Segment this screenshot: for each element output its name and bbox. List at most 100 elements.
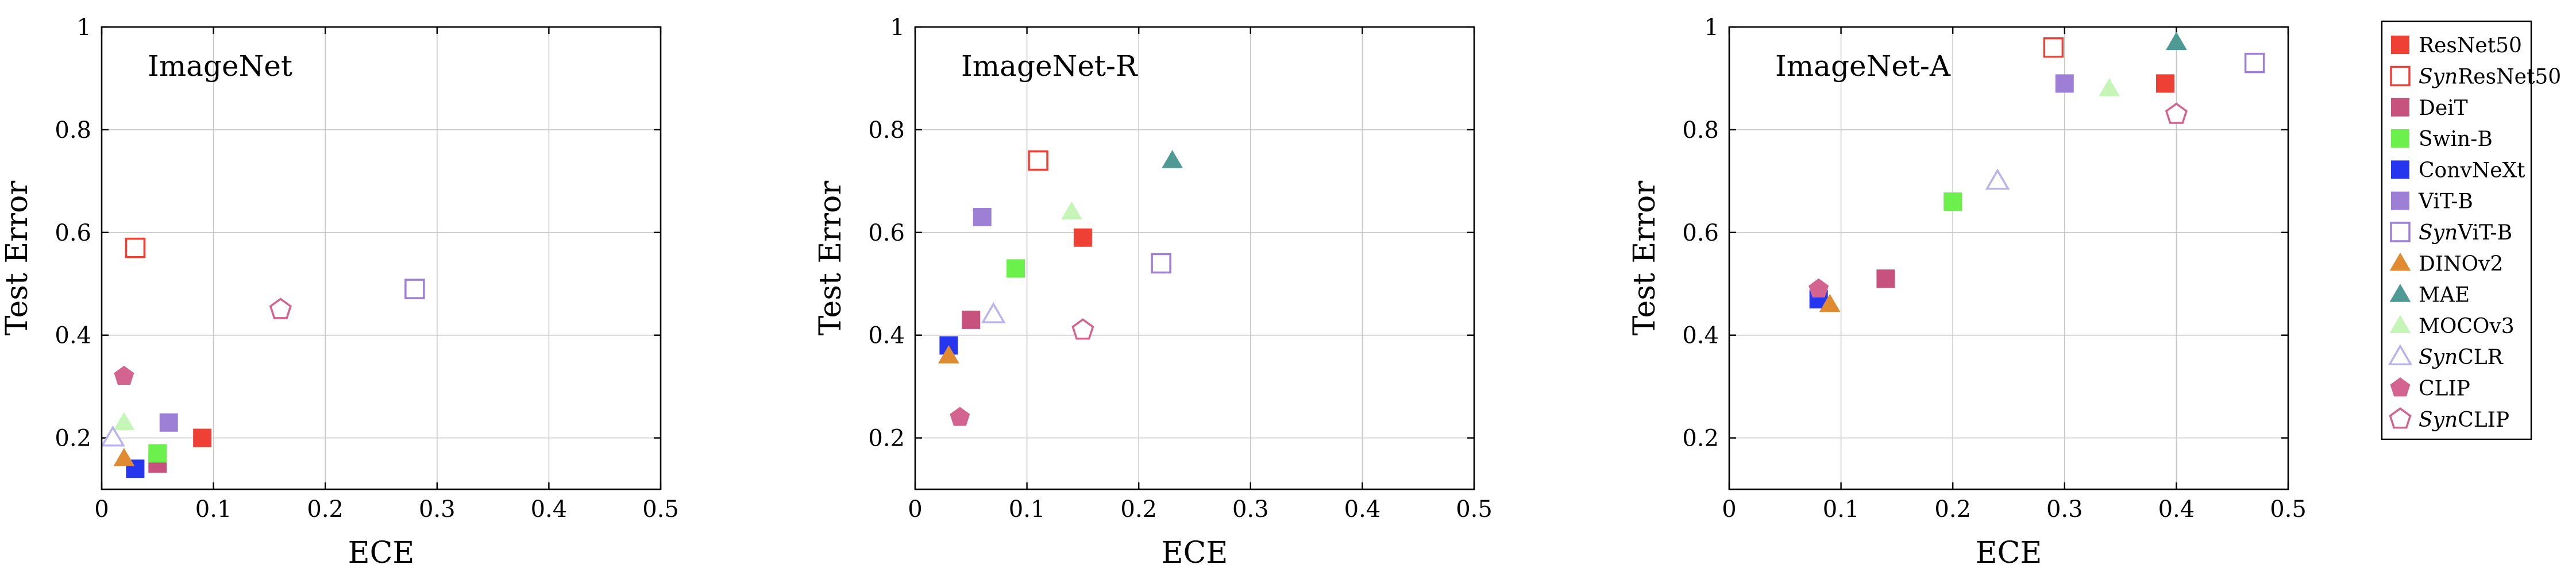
- x-tick-label: 0.1: [1009, 496, 1046, 523]
- data-point-resnet50: [193, 428, 212, 447]
- x-tick-label: 0.3: [2046, 496, 2083, 523]
- data-point-synresnet50: [125, 237, 146, 258]
- plot-frame: [1728, 26, 2289, 490]
- data-point-mocov3: [113, 412, 135, 430]
- legend-label-prefix: Syn: [2419, 346, 2458, 369]
- legend-marker: [2389, 407, 2412, 429]
- legend-marker: [2391, 36, 2409, 55]
- x-tick-label: 0.2: [1120, 496, 1157, 523]
- y-axis-label: Test Error: [813, 181, 848, 336]
- legend-item-synvit-b: SynViT-B: [2390, 221, 2512, 245]
- legend-label: ResNet50: [2419, 34, 2522, 57]
- y-tick-label: 0.6: [868, 220, 905, 246]
- x-tick-label: 0.3: [419, 496, 456, 523]
- legend-item-deit: DeiT: [2391, 96, 2468, 120]
- legend-marker: [2391, 129, 2409, 148]
- legend-label: DINOv2: [2419, 252, 2503, 276]
- data-point-synclip: [269, 297, 292, 319]
- panel-title: ImageNet-A: [1775, 49, 1951, 83]
- y-tick-label: 0.2: [1682, 426, 1719, 452]
- y-tick-label: 1: [890, 14, 905, 41]
- legend-item-synclip: SynCLIP: [2389, 407, 2509, 432]
- legend-item-mae: MAE: [2389, 284, 2470, 307]
- panel-title: ImageNet-R: [961, 49, 1138, 83]
- x-axis-label: ECE: [1162, 536, 1228, 570]
- data-point-synclr: [981, 302, 1006, 323]
- legend-label: SynResNet50: [2419, 65, 2561, 88]
- chart-panel-1: 0 0.1 0.2 0.3 0.4 0.5 0.2 0.4 0.6 0.8 1 ImageNet ECE…: [0, 14, 679, 570]
- x-tick-label: 0.3: [1232, 496, 1269, 523]
- data-point-deit: [1876, 269, 1895, 288]
- chart-panel-2: 0 0.1 0.2 0.3 0.4 0.5 0.2 0.4 0.6 0.8 1 ImageNet-R E…: [813, 14, 1493, 570]
- legend-label-text: ResNet50: [2419, 34, 2522, 57]
- x-tick-label: 0.5: [1456, 496, 1493, 523]
- data-point-clip: [950, 407, 970, 426]
- legend-marker: [2390, 222, 2411, 242]
- data-point-deit: [962, 310, 981, 329]
- data-point-synresnet50: [1028, 150, 1048, 171]
- legend-label-prefix: Syn: [2419, 221, 2458, 245]
- plot-frame: [914, 26, 1475, 490]
- legend-label: ConvNeXt: [2419, 159, 2525, 182]
- data-point-dinov2: [938, 345, 959, 364]
- data-point-swin-b: [148, 444, 167, 463]
- x-tick-label: 0: [1722, 496, 1736, 523]
- legend-label: SynCLIP: [2419, 408, 2509, 432]
- legend-item-vit-b: ViT-B: [2391, 190, 2473, 214]
- data-point-mae: [2166, 32, 2187, 51]
- x-tick-label: 0.5: [2270, 496, 2307, 523]
- legend-marker: [2389, 252, 2411, 271]
- legend-label: MOCOv3: [2419, 315, 2515, 338]
- y-tick-label: 0.8: [55, 117, 91, 144]
- data-point-synvit-b: [404, 279, 425, 299]
- legend-label: ViT-B: [2418, 190, 2473, 214]
- legend-item-convnext: ConvNeXt: [2391, 159, 2525, 182]
- y-tick-label: 1: [77, 14, 91, 41]
- legend-marker: [2391, 160, 2409, 179]
- x-axis-label: ECE: [1976, 536, 2042, 570]
- y-tick-label: 0.6: [55, 220, 91, 246]
- legend-item-synresnet50: SynResNet50: [2390, 65, 2561, 88]
- x-tick-label: 0: [908, 496, 922, 523]
- legend-marker: [2388, 344, 2413, 366]
- x-tick-label: 0.4: [2158, 496, 2195, 523]
- y-tick-label: 0.4: [1682, 323, 1719, 349]
- legend-marker: [2391, 98, 2409, 117]
- x-tick-label: 0: [94, 496, 109, 523]
- data-point-vit-b: [159, 413, 178, 432]
- legend-label: Swin-B: [2419, 127, 2493, 151]
- legend-label: DeiT: [2419, 96, 2468, 120]
- data-point-resnet50: [1073, 228, 1092, 247]
- legend-label-text: MOCOv3: [2419, 315, 2515, 338]
- data-point-mocov3: [2099, 78, 2120, 96]
- legend-label: MAE: [2419, 284, 2470, 307]
- y-tick-label: 0.6: [1682, 220, 1719, 246]
- legend-item-mocov3: MOCOv3: [2389, 315, 2515, 338]
- data-point-synresnet50: [2043, 37, 2064, 58]
- legend-label-text: CLIP: [2419, 377, 2470, 400]
- data-point-synclr: [101, 425, 125, 447]
- legend-label-text: Swin-B: [2419, 127, 2493, 151]
- data-point-synvit-b: [1151, 253, 1171, 274]
- y-tick-label: 0.2: [868, 426, 905, 452]
- chart-panels: 0 0.1 0.2 0.3 0.4 0.5 0.2 0.4 0.6 0.8 1 ImageNet ECE…: [0, 14, 2307, 570]
- y-tick-label: 1: [1705, 14, 1719, 41]
- legend-label-prefix: Syn: [2419, 408, 2458, 432]
- legend-marker: [2390, 377, 2411, 397]
- legend-item-dinov2: DINOv2: [2389, 252, 2503, 276]
- chart-panel-3: 0 0.1 0.2 0.3 0.4 0.5 0.2 0.4 0.6 0.8 1 ImageNet-A E…: [1628, 14, 2307, 570]
- x-tick-label: 0.4: [531, 496, 568, 523]
- legend-label-text: DeiT: [2419, 96, 2468, 120]
- panel-title: ImageNet: [148, 49, 292, 83]
- legend-item-clip: CLIP: [2390, 377, 2470, 400]
- legend-marker: [2390, 65, 2411, 87]
- legend-label: SynCLR: [2419, 346, 2504, 369]
- plot-frame: [101, 26, 662, 490]
- legend-marker: [2389, 315, 2411, 334]
- data-point-vit-b: [973, 207, 992, 226]
- x-tick-label: 0.4: [1344, 496, 1381, 523]
- data-point-resnet50: [2155, 74, 2174, 93]
- data-point-clip: [1808, 278, 1829, 298]
- legend-label-text: CLIP: [2458, 408, 2509, 432]
